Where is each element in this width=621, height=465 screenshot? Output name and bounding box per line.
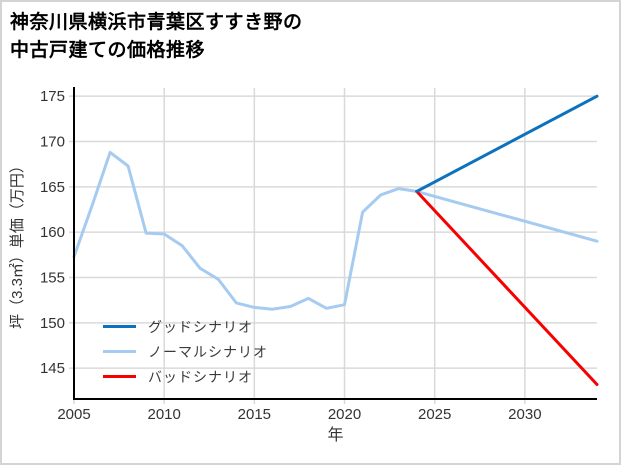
legend-label-bad: バッドシナリオ — [148, 368, 253, 385]
chart-title: 神奈川県横浜市青葉区すすき野の 中古戸建ての価格推移 — [10, 9, 303, 65]
legend-swatch-normal — [103, 350, 136, 353]
x-tick-label: 2010 — [147, 406, 180, 423]
x-tick-label: 2015 — [238, 406, 271, 423]
y-tick-label: 170 — [40, 133, 65, 150]
y-tick-label: 150 — [40, 315, 65, 332]
legend-swatch-bad — [103, 375, 136, 378]
x-tick-label: 2030 — [508, 406, 541, 423]
legend-label-good: グッドシナリオ — [148, 318, 253, 335]
chart-title-line2: 中古戸建ての価格推移 — [10, 40, 206, 61]
legend-item-normal: ノーマルシナリオ — [103, 339, 268, 364]
y-tick-label: 165 — [40, 179, 65, 196]
legend-item-bad: バッドシナリオ — [103, 364, 268, 389]
y-tick-label: 175 — [40, 88, 65, 105]
series-line-good — [415, 94, 599, 193]
y-tick-label: 155 — [40, 270, 65, 287]
y-axis-label: 坪（3.3㎡）単価（万円） — [9, 158, 26, 329]
legend: グッドシナリオ ノーマルシナリオ バッドシナリオ — [103, 314, 268, 389]
legend-label-normal: ノーマルシナリオ — [148, 343, 268, 360]
chart-title-line1: 神奈川県横浜市青葉区すすき野の — [10, 12, 303, 33]
series-line-bad — [415, 189, 599, 386]
y-tick-label: 145 — [40, 360, 65, 377]
legend-swatch-good — [103, 325, 136, 328]
series-line-normal — [72, 150, 599, 311]
x-tick-label: 2005 — [57, 406, 90, 423]
x-tick-label: 2020 — [328, 406, 361, 423]
x-axis-label: 年 — [327, 426, 343, 444]
y-tick-label: 160 — [40, 224, 65, 241]
x-tick-label: 2025 — [418, 406, 451, 423]
legend-item-good: グッドシナリオ — [103, 314, 268, 339]
